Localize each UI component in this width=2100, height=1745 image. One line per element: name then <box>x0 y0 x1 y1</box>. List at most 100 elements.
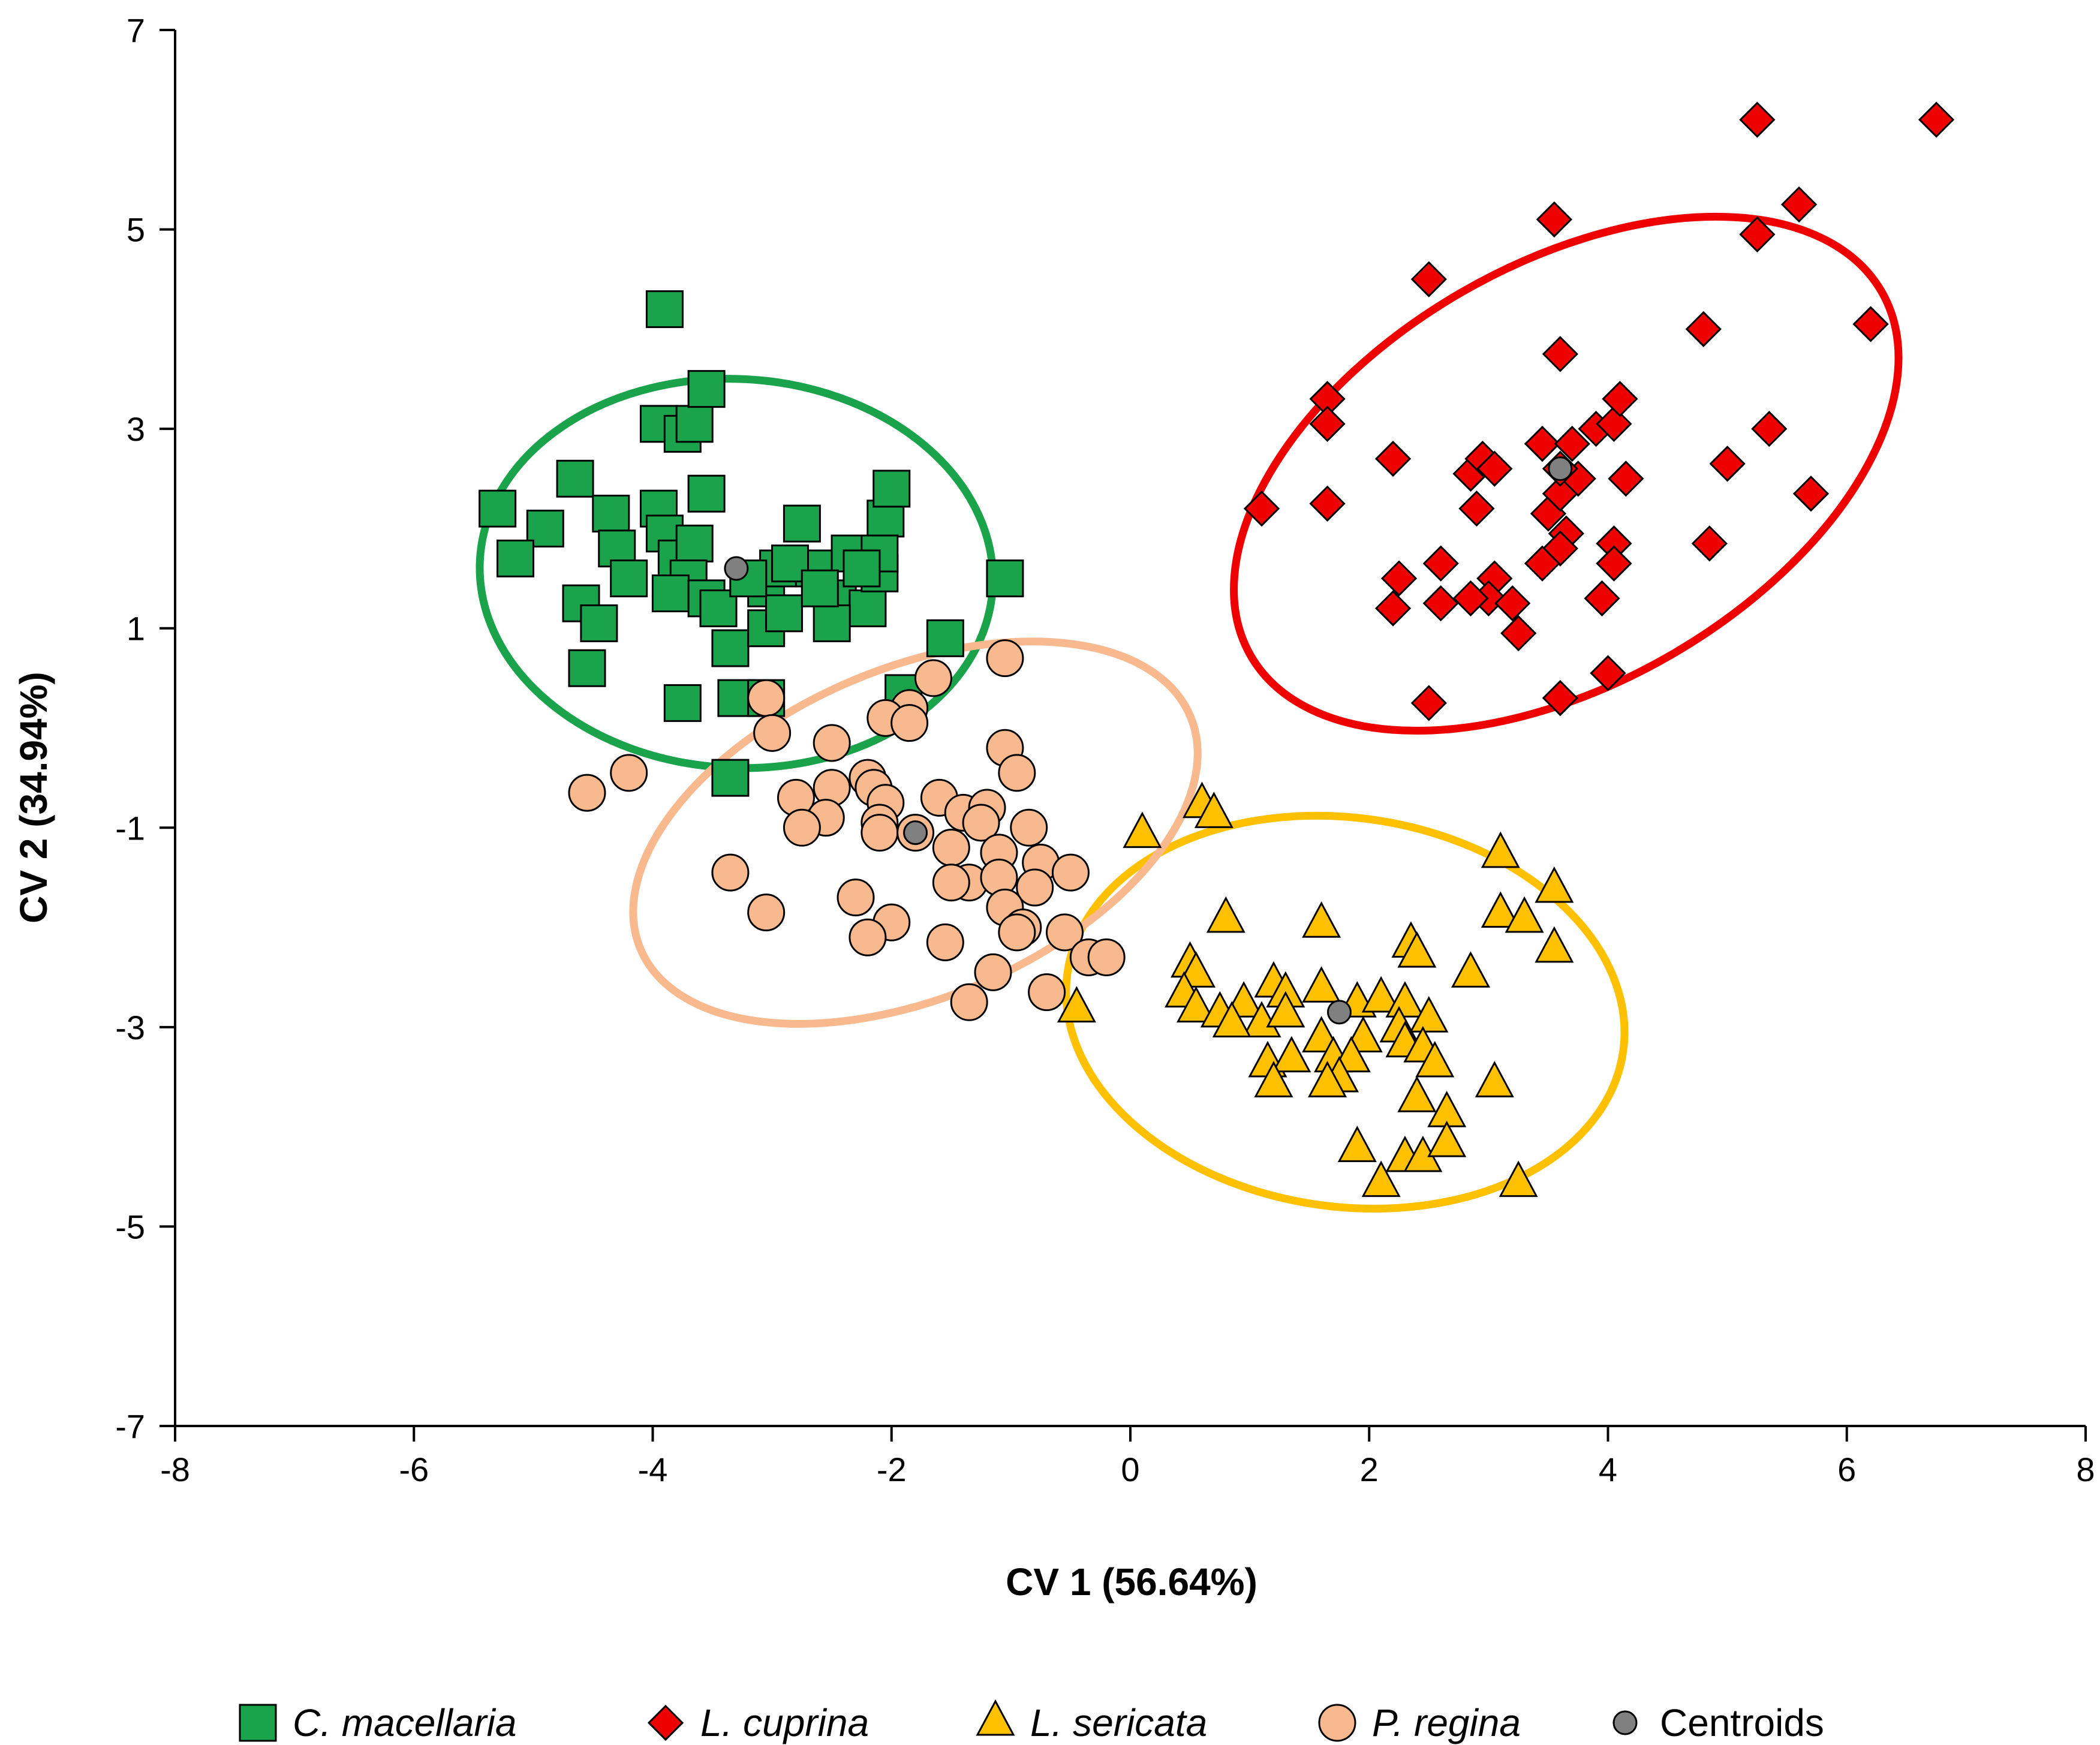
data-point <box>1554 425 1590 462</box>
legend-marker <box>239 1704 277 1742</box>
data-point <box>1535 866 1574 903</box>
data-point <box>1476 450 1513 487</box>
confidence-ellipse <box>1230 212 1903 735</box>
data-point <box>1739 216 1776 253</box>
data-point <box>1608 461 1644 497</box>
y-axis-title: CV 2 (34.94%) <box>12 672 55 923</box>
data-point <box>1505 896 1544 933</box>
data-point <box>1057 986 1096 1023</box>
legend: C. macellaria L. cuprina L. sericata P. reg… <box>239 1699 1824 1744</box>
data-point <box>568 649 606 687</box>
data-point <box>783 808 821 847</box>
data-point <box>1535 926 1574 963</box>
data-point <box>1739 101 1776 138</box>
centroid-point <box>1326 1000 1352 1025</box>
data-point <box>556 459 594 498</box>
y-tick-label: -1 <box>115 809 145 847</box>
data-point <box>1415 1040 1455 1078</box>
data-point <box>1792 476 1830 512</box>
data-point <box>1494 585 1531 622</box>
data-point <box>1458 491 1495 527</box>
x-tick-label: -4 <box>638 1451 668 1488</box>
legend-label: L. sericata <box>1030 1701 1207 1744</box>
data-point <box>753 714 792 752</box>
legend-label: Centroids <box>1660 1701 1824 1744</box>
data-point <box>1422 545 1459 582</box>
data-point <box>1385 981 1425 1018</box>
data-point <box>1524 545 1561 582</box>
data-point <box>849 589 887 627</box>
axes-layer: -8 -6 -4 -2 0 2 4 6 8 -7 -5 -3 -1 1 3 5 7 <box>115 11 2095 1488</box>
data-point <box>1397 931 1437 968</box>
x-tick-label: 8 <box>2076 1451 2095 1488</box>
data-point <box>1524 425 1561 462</box>
centroid-point <box>724 556 749 581</box>
data-point <box>1410 685 1447 721</box>
data-point <box>890 704 929 742</box>
data-point <box>1481 891 1520 928</box>
data-point <box>1602 381 1638 417</box>
confidence-ellipse <box>1062 811 1629 1213</box>
data-point <box>568 774 606 812</box>
data-point <box>711 759 750 797</box>
x-tick-label: 6 <box>1837 1451 1856 1488</box>
data-point <box>932 829 970 867</box>
data-point <box>914 659 952 697</box>
data-point <box>998 913 1036 952</box>
x-tick-label: -6 <box>399 1451 429 1488</box>
data-point <box>1194 792 1233 828</box>
data-point <box>592 494 630 532</box>
data-point <box>1361 1160 1401 1198</box>
data-point <box>843 549 881 588</box>
data-point <box>747 679 786 717</box>
data-point <box>1177 986 1216 1023</box>
y-tick-label: -3 <box>115 1009 145 1046</box>
y-tick-label: 7 <box>127 11 145 49</box>
data-point <box>1243 491 1280 527</box>
data-point <box>1010 808 1048 847</box>
data-point <box>783 504 821 543</box>
data-point <box>479 489 517 528</box>
data-point <box>1051 853 1090 892</box>
data-point <box>580 604 618 642</box>
data-point <box>1337 1126 1377 1162</box>
data-point <box>1475 1061 1514 1097</box>
y-tick-label: -7 <box>115 1407 145 1445</box>
data-point <box>1500 615 1537 652</box>
data-point <box>1380 560 1418 597</box>
x-tick-label: -8 <box>160 1451 190 1488</box>
data-point <box>663 684 702 722</box>
data-point <box>1422 585 1459 622</box>
data-point <box>1596 545 1632 582</box>
data-point <box>1016 868 1054 907</box>
data-point <box>1374 440 1412 477</box>
data-point <box>1309 485 1346 522</box>
legend-label: C. macellaria <box>293 1701 516 1744</box>
data-point <box>1596 405 1632 442</box>
data-point <box>1272 1036 1311 1073</box>
data-point <box>1410 261 1447 297</box>
data-point <box>1361 976 1401 1013</box>
data-point <box>747 893 786 932</box>
data-point <box>873 470 911 508</box>
data-point <box>497 539 535 577</box>
data-point <box>711 629 750 667</box>
centroid-point <box>1548 456 1573 482</box>
data-point <box>861 814 899 852</box>
legend-label: L. cuprina <box>700 1701 869 1744</box>
centroid-point <box>903 820 928 846</box>
x-tick-label: 4 <box>1599 1451 1617 1488</box>
legend-marker <box>976 1699 1015 1736</box>
x-tick-label: 2 <box>1360 1451 1379 1488</box>
data-point <box>837 878 875 917</box>
data-point <box>765 594 804 633</box>
data-point <box>1302 966 1341 1003</box>
data-point <box>645 290 684 329</box>
data-point <box>801 569 839 607</box>
data-point <box>1308 1061 1347 1097</box>
data-point <box>1266 991 1305 1028</box>
data-point <box>1427 1120 1467 1157</box>
data-point <box>1397 1076 1437 1112</box>
data-point <box>1452 580 1489 616</box>
data-point <box>1499 1160 1538 1198</box>
